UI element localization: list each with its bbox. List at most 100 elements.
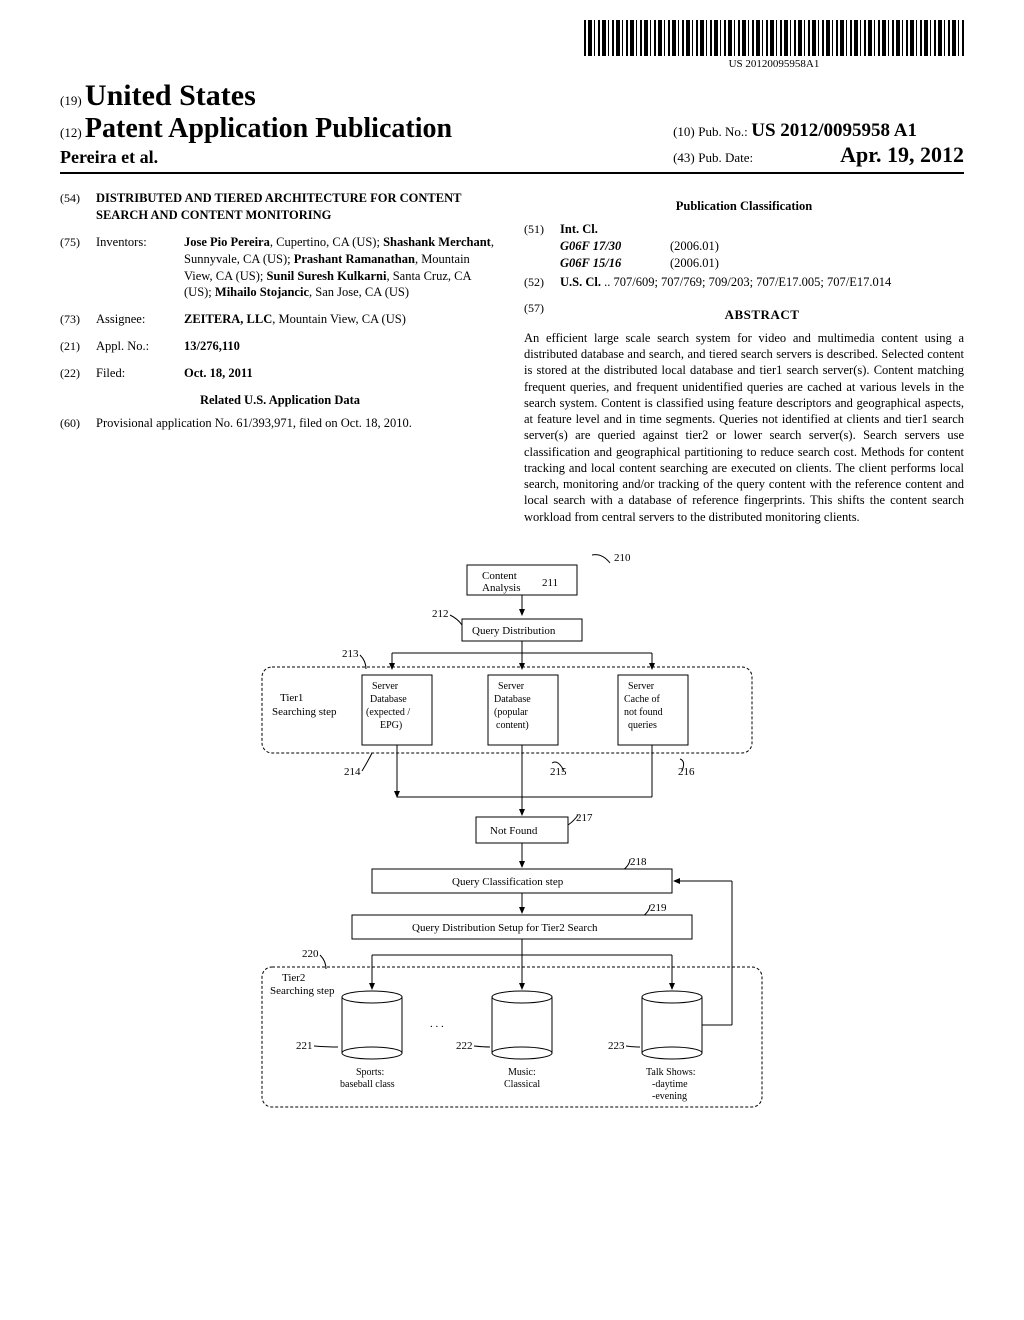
abstract-block: (57) ABSTRACT An efficient large scale s… [524,300,964,525]
entry-75: (75) Inventors: Jose Pio Pereira, Cupert… [60,234,500,302]
ref220: 220 [302,948,319,960]
filed: Oct. 18, 2011 [184,365,500,382]
box212: Query Distribution [472,625,556,637]
pubdate: Apr. 19, 2012 [840,142,964,167]
ref219: 219 [650,902,667,914]
intcl1-code: G06F 17/30 [560,238,670,255]
country-name: United States [85,79,256,112]
pubnum-label: Pub. No.: [698,124,747,139]
pub-type: Patent Application Publication [85,113,452,144]
svg-text:Music:: Music: [508,1067,536,1078]
code52: (52) [524,274,560,291]
svg-text:Database: Database [370,694,407,705]
code22: (22) [60,365,96,382]
uscl: U.S. Cl. .. 707/609; 707/769; 709/203; 7… [560,274,964,291]
ref222: 222 [456,1040,473,1052]
pubnum: US 2012/0095958 A1 [751,120,917,141]
svg-text:EPG): EPG) [380,720,402,731]
related-heading: Related U.S. Application Data [60,392,500,409]
right-column: Publication Classification (51) Int. Cl.… [524,190,964,525]
barcode-area: US 20120095958A1 [60,20,964,71]
entry-22: (22) Filed: Oct. 18, 2011 [60,365,500,382]
code43: (43) [673,150,695,165]
barcode-text: US 20120095958A1 [584,58,964,70]
ref214: 214 [344,766,361,778]
flowchart-svg: 210 Content Analysis 211 212 Query Distr… [232,549,792,1139]
ref221: 221 [296,1040,313,1052]
ref212: 212 [432,608,449,620]
code19: (19) [60,93,82,108]
ref218: 218 [630,856,647,868]
code12: (12) [60,125,82,140]
code60: (60) [60,415,96,432]
svg-text:Server: Server [628,681,655,692]
entry-51: (51) Int. Cl. G06F 17/30 (2006.01) G06F … [524,221,964,272]
ellipsis: . . . [430,1018,444,1030]
label21: Appl. No.: [96,338,184,355]
abstract-head-row: (57) ABSTRACT [524,300,964,330]
assignee: ZEITERA, LLC, Mountain View, CA (US) [184,311,500,328]
svg-text:Talk Shows:: Talk Shows: [646,1067,696,1078]
label73: Assignee: [96,311,184,328]
cyl3 [642,991,702,1059]
country-line: (19) United States [60,79,452,113]
header-right: (10) Pub. No.: US 2012/0095958 A1 (43) P… [673,120,964,168]
code75: (75) [60,234,96,302]
ref213: 213 [342,648,359,660]
box218: Query Classification step [452,876,564,888]
box211b: Analysis [482,582,521,594]
svg-text:Cache of: Cache of [624,694,660,705]
body-columns: (54) DISTRIBUTED AND TIERED ARCHITECTURE… [60,190,964,525]
box217: Not Found [490,825,538,837]
pubdate-label: Pub. Date: [698,150,753,165]
tier1-label-2: Searching step [272,706,337,718]
intcl2-date: (2006.01) [670,255,719,272]
barcode-lines [584,20,964,56]
code73: (73) [60,311,96,328]
diagram: 210 Content Analysis 211 212 Query Distr… [60,549,964,1139]
svg-text:-daytime: -daytime [652,1079,688,1090]
svg-text:(expected /: (expected / [366,707,410,718]
cyl1 [342,991,402,1059]
code51: (51) [524,221,560,272]
inventors: Jose Pio Pereira, Cupertino, CA (US); Sh… [184,234,500,302]
tier2-l1: Tier2 [282,972,305,984]
ref215: 215 [550,766,567,778]
barcode: US 20120095958A1 [584,20,964,70]
code57: (57) [524,300,560,330]
intcl2-code: G06F 15/16 [560,255,670,272]
intcl1-date: (2006.01) [670,238,719,255]
code54: (54) [60,190,96,224]
authors: Pereira et al. [60,147,452,168]
pub-line: (12) Patent Application Publication [60,113,452,145]
tier1-label-1: Tier1 [280,692,303,704]
svg-text:Sports:: Sports: [356,1067,384,1078]
svg-text:baseball class: baseball class [340,1079,395,1090]
svg-text:queries: queries [628,720,657,731]
ref216: 216 [678,766,695,778]
box211a: Content [482,570,517,582]
pubclass-heading: Publication Classification [524,198,964,215]
cyl2 [492,991,552,1059]
tier2-l2: Searching step [270,985,335,997]
entry-60: (60) Provisional application No. 61/393,… [60,415,500,432]
ref210: 210 [614,552,631,564]
entry-21: (21) Appl. No.: 13/276,110 [60,338,500,355]
intcl: Int. Cl. G06F 17/30 (2006.01) G06F 15/16… [560,221,964,272]
ref223: 223 [608,1040,625,1052]
code10: (10) [673,124,695,139]
invention-title: DISTRIBUTED AND TIERED ARCHITECTURE FOR … [96,190,500,224]
left-column: (54) DISTRIBUTED AND TIERED ARCHITECTURE… [60,190,500,525]
svg-text:Server: Server [372,681,399,692]
svg-text:content): content) [496,720,529,731]
abstract-text: An efficient large scale search system f… [524,330,964,525]
ref211: 211 [542,577,558,589]
svg-text:Server: Server [498,681,525,692]
abstract-heading: ABSTRACT [560,306,964,324]
svg-text:not found: not found [624,707,663,718]
entry-54: (54) DISTRIBUTED AND TIERED ARCHITECTURE… [60,190,500,224]
box219: Query Distribution Setup for Tier2 Searc… [412,922,598,934]
entry-73: (73) Assignee: ZEITERA, LLC, Mountain Vi… [60,311,500,328]
svg-text:Database: Database [494,694,531,705]
svg-text:(popular: (popular [494,707,529,718]
